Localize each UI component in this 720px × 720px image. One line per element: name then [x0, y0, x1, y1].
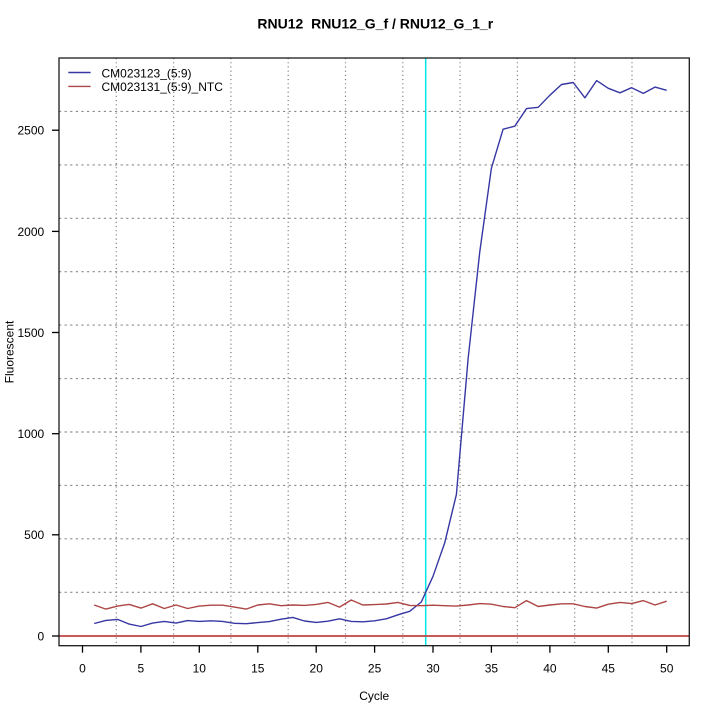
svg-text:Cycle: Cycle: [359, 689, 389, 703]
svg-text:Fluorescent: Fluorescent: [3, 320, 17, 383]
svg-text:15: 15: [251, 662, 265, 676]
svg-text:CM023123_(5:9): CM023123_(5:9): [102, 66, 192, 80]
svg-text:1000: 1000: [17, 427, 44, 441]
svg-text:0: 0: [79, 662, 86, 676]
svg-text:20: 20: [310, 662, 324, 676]
svg-text:30: 30: [426, 662, 440, 676]
svg-text:500: 500: [24, 528, 44, 542]
svg-text:40: 40: [543, 662, 557, 676]
svg-text:0: 0: [38, 629, 45, 643]
svg-text:2000: 2000: [17, 225, 44, 239]
svg-text:50: 50: [660, 662, 674, 676]
svg-text:5: 5: [138, 662, 145, 676]
svg-text:35: 35: [485, 662, 499, 676]
svg-text:45: 45: [602, 662, 616, 676]
svg-text:RNU12 RNU12_G_f / RNU12_G_1_r: RNU12 RNU12_G_f / RNU12_G_1_r: [257, 16, 493, 32]
svg-text:2500: 2500: [17, 124, 44, 138]
svg-text:CM023131_(5:9)_NTC: CM023131_(5:9)_NTC: [102, 80, 224, 94]
svg-text:25: 25: [368, 662, 382, 676]
svg-text:1500: 1500: [17, 326, 44, 340]
svg-text:10: 10: [193, 662, 207, 676]
